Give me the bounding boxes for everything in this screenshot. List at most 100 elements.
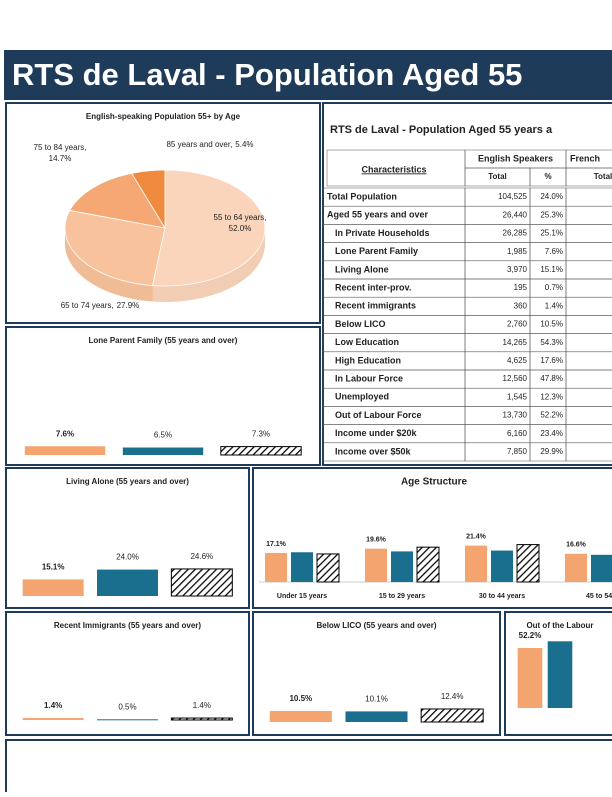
data-label: 15.1% <box>42 562 65 571</box>
table-cell-text: 2,760 <box>507 320 528 329</box>
table-cell-text: 3,970 <box>507 265 528 274</box>
table-cell-text: In Labour Force <box>335 373 403 383</box>
table-cell-text: 12.3% <box>540 392 563 401</box>
bar <box>122 447 204 455</box>
pie-value: 14.7% <box>49 154 72 163</box>
chart-title: English-speaking Population 55+ by Age <box>86 112 241 121</box>
bar <box>516 544 540 583</box>
bar <box>291 552 313 582</box>
table-cell-text: 29.9% <box>540 447 563 456</box>
bar <box>517 647 543 708</box>
bar <box>220 446 302 456</box>
table-cell-text: 15.1% <box>540 265 563 274</box>
panel <box>5 739 612 797</box>
table-cell-text: 1,985 <box>507 247 528 256</box>
table-header: Characteristics <box>361 164 426 174</box>
bar <box>365 548 387 582</box>
table-cell-text: 17.6% <box>540 356 563 365</box>
chart-title: Out of the Labour <box>526 621 593 630</box>
bar <box>391 551 413 582</box>
table-cell-text: Unemployed <box>335 392 389 402</box>
table-cell-text: 47.8% <box>540 374 563 383</box>
pie-label: 55 to 64 years, 52.0% <box>214 213 267 233</box>
data-label: 21.4% <box>466 533 487 540</box>
data-label: 10.1% <box>365 695 388 704</box>
table-cell-text: Recent inter-prov. <box>335 282 411 292</box>
table-cell-text: Income over $50k <box>335 446 412 456</box>
bar <box>416 546 440 583</box>
data-label: 24.6% <box>190 552 213 561</box>
table-cell-text: Aged 55 years and over <box>327 210 429 220</box>
pie-category: 55 to 64 years, <box>214 213 267 222</box>
page-title: RTS de Laval - Population Aged 55 <box>12 57 522 92</box>
panel <box>322 102 612 466</box>
pie-category: 75 to 84 years, <box>34 143 87 152</box>
panel <box>5 326 321 466</box>
table-cell-text: Income under $20k <box>335 428 418 438</box>
table-subheader: Total <box>594 172 612 181</box>
bar <box>591 554 612 582</box>
table-cell-text: In Private Households <box>335 228 430 238</box>
data-label: 10.5% <box>289 694 312 703</box>
pie-category: 65 to 74 years, <box>61 301 114 310</box>
table-cell-text: 6,160 <box>507 429 528 438</box>
table-header: French <box>570 153 600 163</box>
data-label: 24.0% <box>116 553 139 562</box>
pie-value: 52.0% <box>229 224 252 233</box>
data-label: 52.2% <box>519 631 542 640</box>
table-cell-text: 13,730 <box>503 411 528 420</box>
data-label: 7.3% <box>252 430 270 439</box>
table-cell-text: 12,560 <box>503 374 528 383</box>
table-cell-text: Living Alone <box>335 264 389 274</box>
table-cell-text: 52.2% <box>540 411 563 420</box>
pie-label: 75 to 84 years, 14.7% <box>34 143 87 163</box>
x-tick-label: 30 to 44 years <box>479 593 525 600</box>
table-cell-text: Lone Parent Family <box>335 246 418 256</box>
table-cell-text: 24.0% <box>540 192 563 201</box>
bar <box>97 569 158 596</box>
chart-title: Lone Parent Family (55 years and over) <box>89 336 238 345</box>
table-cell-text: 25.1% <box>540 229 563 238</box>
data-label: 6.5% <box>154 431 172 440</box>
pie-value: 27.9% <box>117 301 140 310</box>
bar <box>170 717 233 721</box>
bar <box>24 446 106 455</box>
panel <box>5 611 250 736</box>
data-label: 17.1% <box>266 541 287 548</box>
table-cell-text: 7,850 <box>507 447 528 456</box>
data-label: 0.5% <box>118 702 136 711</box>
bar <box>170 568 233 597</box>
pie-label: 85 years and over, 5.4% <box>166 140 253 149</box>
table-header-cell <box>565 167 612 187</box>
table-subheader: Total <box>488 172 507 181</box>
chart-title: Living Alone (55 years and over) <box>66 477 189 486</box>
pie-slice <box>69 172 166 229</box>
bar <box>547 641 573 708</box>
pie-slice <box>131 169 166 230</box>
table-header: English Speakers <box>478 153 553 163</box>
table-cell-text: 23.4% <box>540 429 563 438</box>
table-cell-text: Total Population <box>327 191 397 201</box>
header-band <box>4 50 612 100</box>
table-cell-text: 14,265 <box>503 338 528 347</box>
x-tick-label: 15 to 29 years <box>379 593 425 600</box>
panel <box>252 467 612 609</box>
bar <box>345 711 408 722</box>
chart-title: Age Structure <box>401 477 468 488</box>
table-cell-text: Below LICO <box>335 319 386 329</box>
table-cell <box>565 442 612 462</box>
data-label: 1.4% <box>44 701 62 710</box>
table-cell-text: 195 <box>514 283 528 292</box>
data-label: 12.4% <box>441 692 464 701</box>
table-cell-text: 26,285 <box>503 229 528 238</box>
bar <box>565 553 587 582</box>
table-cell-text: 104,525 <box>498 192 527 201</box>
pie-slice <box>64 209 166 286</box>
table-title: RTS de Laval - Population Aged 55 years … <box>330 124 553 136</box>
table-cell-text: 25.3% <box>540 210 563 219</box>
x-tick-label: 45 to 54 y <box>586 593 612 600</box>
pie-category: 85 years and over, <box>166 140 232 149</box>
table-cell-text: 54.3% <box>540 338 563 347</box>
table-cell-text: Out of Labour Force <box>335 410 422 420</box>
